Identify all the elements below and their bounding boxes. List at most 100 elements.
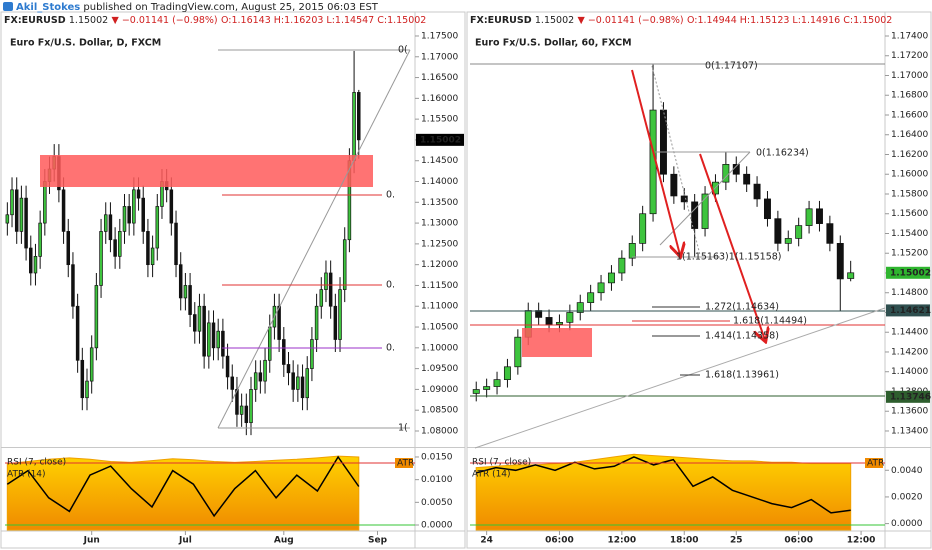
indicator-tag-label: ATR [867,459,884,469]
candle-body [207,322,211,357]
annotation: 1.414(1.14358) [705,331,779,342]
candle-body [169,189,174,224]
y-tick-label: 1.16600 [891,110,928,120]
candle-body [805,208,813,226]
candle-body [300,376,305,399]
candle-body [118,231,122,257]
candle-body [244,405,249,424]
fib-trend [659,151,751,246]
last: 1.15002 [69,15,108,26]
candle-body [493,379,501,387]
candle-body [310,339,314,369]
indicator-tag [865,458,883,468]
candle-body [174,222,178,266]
y-tick-label: 1.14000 [891,367,928,377]
panel-frame [0,11,466,549]
rsi-line [476,456,851,514]
annotation: 1.272(1.14634) [705,302,779,313]
annotation: 0. [386,280,395,291]
candle-body [566,312,574,323]
y-tick-label: 1.14400 [891,328,928,338]
candle-body [146,231,150,266]
drawings: 0( 0. 0. 0. 1( [40,45,411,434]
candle-body [235,389,239,415]
y-tick-label: 0.0000 [891,519,923,529]
chart-title: Euro Fx/U.S. Dollar, 60, FXCM [475,38,632,49]
candle-body [836,243,844,280]
annotation: 0. [386,343,395,354]
zone [522,328,592,357]
y-tick-label: 1.13600 [891,407,928,417]
candle-body [127,206,131,224]
candle-body [103,214,108,232]
candle-body [178,264,183,299]
y-tick-label: 1.16400 [891,130,928,140]
y-tick-label: 0.0000 [421,521,453,531]
y-tick-label: 1.08500 [421,406,458,416]
user-name[interactable]: Akil_Stokes [16,2,80,13]
price-tag-label: 1.15002 [420,135,461,145]
y-tick-label: 0.0050 [421,498,453,508]
candle-body [286,364,291,374]
y-tick-label: 1.08000 [421,426,458,436]
fib-trend [217,49,411,429]
fib-trend [651,65,701,256]
indicator-tag-label: ATR [397,459,414,469]
last: 1.15002 [535,15,574,26]
candle-body [183,285,188,299]
candle-body [122,206,127,232]
candle-body [305,368,309,399]
price-tag-label: 1.15002 [890,268,931,278]
candle-body [230,376,235,390]
y-tick-label: 1.15200 [891,249,928,259]
candle-body [680,195,688,203]
candle-body [71,264,75,307]
candle-body [628,243,636,259]
y-tick-label: 1.09000 [421,385,458,395]
candle-body [357,92,361,141]
y-tick-label: 1.09500 [421,364,458,374]
candle-body [639,213,647,244]
y-tick-label: 1.13400 [891,426,928,436]
candle-body [267,326,272,361]
candle-body [150,247,155,266]
candle-body [211,322,216,349]
candle-body [216,330,220,349]
price-tag-label: 1.13746 [890,392,931,402]
y-tick-label: 1.12500 [421,239,458,249]
x-tick-label: 18:00 [670,536,699,546]
candle-body [29,247,33,274]
y-tick-label: 1.14800 [891,288,928,298]
candle-body [319,289,324,307]
candle-body [314,305,319,340]
annotation: 0(1.17107) [705,61,758,72]
symbol: FX:EURUSD [470,15,532,26]
publish-text: published on TradingView.com, August 25,… [83,2,378,13]
candle-body [263,359,267,382]
y-tick-label: 0.0040 [891,466,923,476]
candle-body [66,231,71,266]
y-tick-label: 1.17000 [421,52,458,62]
atr-area [475,453,852,531]
annotation: 1( [398,423,408,434]
legend-entry: RSI (7, close) [472,458,531,468]
candle-body [847,272,855,279]
y-tick-label: 1.13500 [421,198,458,208]
candle-body [85,380,89,399]
candle-body [188,285,192,315]
candle-body [328,272,333,307]
trend-line [474,307,886,449]
candle-body [225,355,230,378]
y-tick-label: 1.16500 [421,73,458,83]
change: ▼ −0.01141 (−0.98%) [578,15,684,26]
candle-body [14,189,19,232]
y-tick-label: 1.14000 [421,177,458,187]
candle-body [691,201,699,229]
info-bar: FX:EURUSD 1.15002 ▼ −0.01141 (−0.98%) O:… [470,15,892,26]
y-tick-label: 1.16200 [891,150,928,160]
candle-body [24,197,28,249]
candle-body [514,336,522,368]
price-tag [886,390,930,403]
candle-body [89,347,94,382]
arrow [631,69,680,255]
